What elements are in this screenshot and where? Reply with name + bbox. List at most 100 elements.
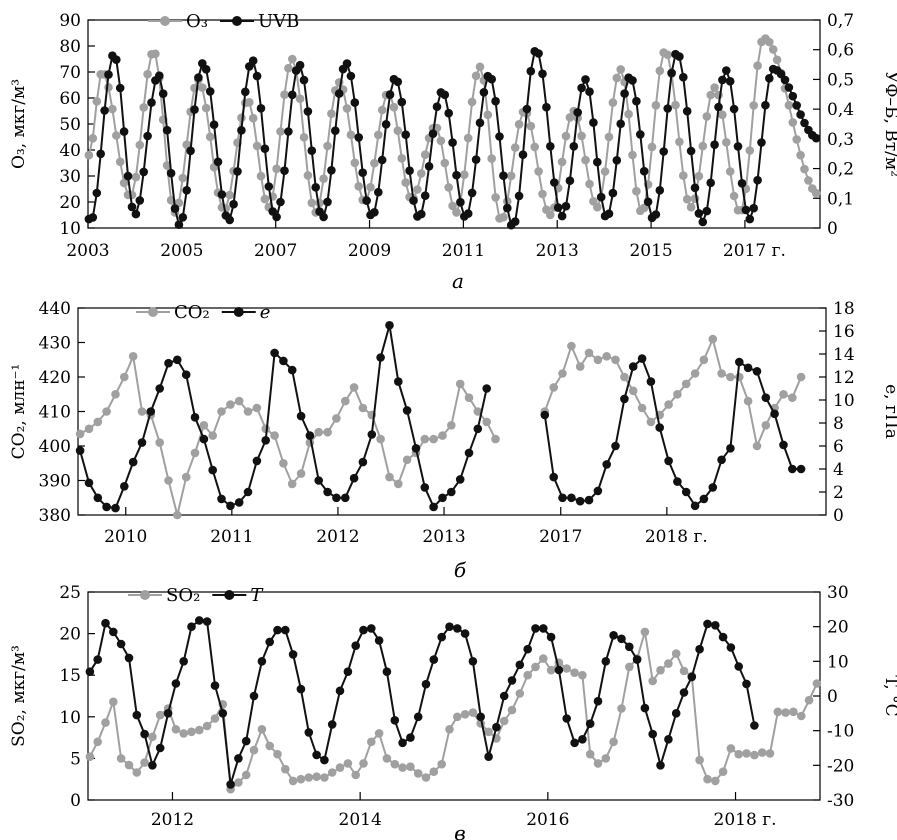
data-point xyxy=(272,164,281,174)
data-point xyxy=(85,667,95,676)
data-point xyxy=(288,90,297,100)
data-point xyxy=(420,150,430,159)
data-point xyxy=(686,146,696,156)
data-point xyxy=(789,707,798,717)
data-point xyxy=(717,455,726,465)
data-point xyxy=(792,101,801,110)
data-point xyxy=(507,705,517,715)
y-left-tick-label: 430 xyxy=(39,334,71,354)
data-point xyxy=(295,94,305,103)
data-point xyxy=(237,126,246,135)
data-point xyxy=(558,493,567,503)
data-point xyxy=(585,749,595,759)
data-point xyxy=(679,72,688,82)
data-point xyxy=(349,473,359,483)
data-point xyxy=(131,209,141,219)
data-point xyxy=(436,136,446,146)
data-point xyxy=(491,96,500,106)
data-point xyxy=(84,478,94,488)
y-right-tick-label: 0,5 xyxy=(827,70,854,90)
data-point xyxy=(531,624,540,633)
data-point xyxy=(608,98,618,107)
y-right-tick-label: 30 xyxy=(827,583,849,603)
data-point xyxy=(350,98,360,107)
y-left-tick-label: 80 xyxy=(59,37,81,57)
y-right-tick-label: -10 xyxy=(827,722,854,742)
data-point xyxy=(482,417,492,427)
data-point xyxy=(162,125,172,135)
data-point xyxy=(542,102,551,112)
data-point xyxy=(753,61,762,70)
data-point xyxy=(667,68,676,78)
data-point xyxy=(540,410,550,420)
data-point xyxy=(811,188,821,198)
data-point xyxy=(546,142,555,151)
data-point xyxy=(578,670,587,680)
data-point xyxy=(296,774,306,784)
data-point xyxy=(752,367,762,376)
legend-label: T xyxy=(250,585,264,606)
data-point xyxy=(92,97,102,106)
legend-marker xyxy=(224,590,235,600)
data-point xyxy=(673,477,682,486)
data-point xyxy=(398,738,407,748)
data-point xyxy=(229,199,238,209)
data-point xyxy=(718,75,727,85)
data-point xyxy=(452,170,461,180)
data-point xyxy=(609,737,618,747)
data-point xyxy=(288,54,297,64)
data-point xyxy=(735,372,744,382)
data-point xyxy=(800,164,809,174)
data-point xyxy=(506,171,516,181)
data-point xyxy=(632,96,641,106)
data-point xyxy=(534,49,543,58)
data-point xyxy=(639,203,649,213)
x-tick-label: 2007 xyxy=(254,241,297,261)
data-point xyxy=(284,63,293,73)
data-point xyxy=(452,208,461,217)
data-point xyxy=(171,679,181,688)
data-point xyxy=(273,625,282,635)
data-point xyxy=(664,400,673,409)
data-point xyxy=(128,352,138,361)
data-point xyxy=(406,762,415,771)
data-point xyxy=(334,89,344,98)
y-left-title: SO₂, мкг/м³ xyxy=(9,645,29,747)
y-left-tick-label: 25 xyxy=(59,583,81,603)
data-point xyxy=(648,676,657,686)
data-point xyxy=(695,644,704,654)
data-point xyxy=(515,689,525,698)
data-point xyxy=(538,69,547,79)
legend: SO₂ T xyxy=(128,585,264,606)
data-point xyxy=(335,686,345,696)
panel-letter: а xyxy=(452,269,464,293)
data-point xyxy=(155,710,165,720)
data-point xyxy=(120,482,129,491)
y-right-tick-label: -30 xyxy=(827,791,854,811)
data-point xyxy=(155,384,164,393)
data-point xyxy=(539,624,548,633)
x-tick-label: 2009 xyxy=(348,241,391,261)
data-point xyxy=(655,66,665,76)
data-point xyxy=(742,749,751,758)
data-point xyxy=(648,729,657,739)
data-point xyxy=(796,110,805,119)
legend-marker xyxy=(233,307,244,317)
x-tick-label: 2018 г. xyxy=(714,810,777,830)
data-point xyxy=(440,90,450,100)
y-right-tick-label: 14 xyxy=(833,345,855,365)
data-point xyxy=(198,83,207,92)
data-point xyxy=(585,719,595,728)
data-point xyxy=(332,493,341,503)
data-point xyxy=(299,75,309,85)
legend-marker xyxy=(231,16,242,26)
data-point xyxy=(651,210,661,219)
data-point xyxy=(320,755,329,765)
data-point xyxy=(381,120,391,129)
legend-marker xyxy=(140,590,150,600)
data-point xyxy=(788,91,798,101)
data-point xyxy=(726,444,735,453)
data-point xyxy=(394,377,403,386)
data-point xyxy=(639,166,649,176)
data-point xyxy=(499,716,509,726)
